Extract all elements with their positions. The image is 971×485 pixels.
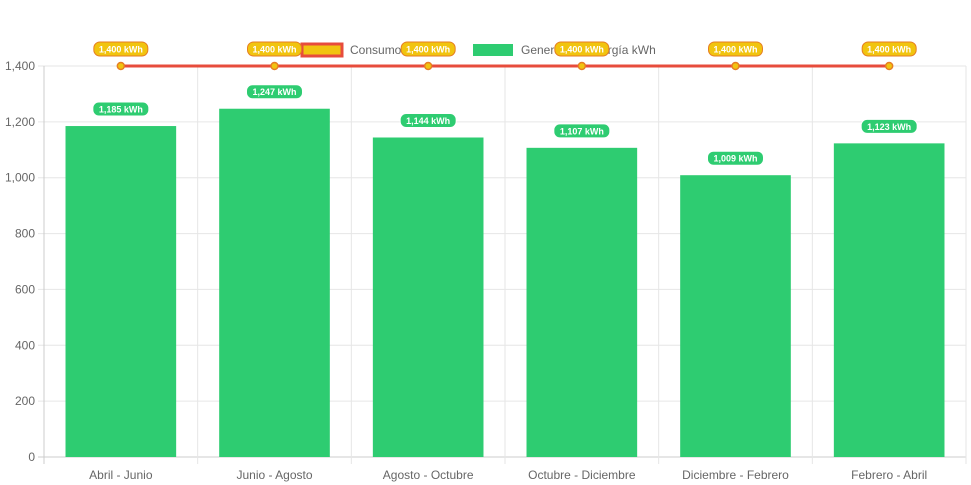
consumption-point: [423, 61, 433, 71]
generation-data-label-text: 1,185 kWh: [99, 105, 143, 115]
generation-data-label-text: 1,123 kWh: [867, 122, 911, 132]
consumption-data-label-bg: [400, 41, 456, 57]
x-tick-label: Octubre - Diciembre: [528, 468, 636, 482]
grid-lines: [38, 65, 967, 464]
consumption-data-label: 1,400 kWh: [554, 41, 610, 57]
y-tick-label: 600: [15, 282, 35, 296]
generation-bar: [833, 143, 945, 458]
generation-data-label-bg: [553, 123, 611, 139]
generation-data-label-bg: [92, 101, 150, 117]
generation-bar: [65, 126, 177, 458]
legend-swatch-consumo: [300, 42, 344, 58]
consumption-data-label-text: 1,400 kWh: [99, 45, 143, 55]
consumption-point: [884, 61, 894, 71]
generation-data-label: 1,247 kWh: [246, 84, 303, 100]
generation-data-label-bg: [707, 150, 764, 166]
generation-bar: [680, 175, 791, 457]
generation-data-label: 1,144 kWh: [399, 112, 457, 128]
generation-bar: [526, 147, 638, 457]
consumption-data-label: 1,400 kWh: [247, 41, 302, 57]
generation-data-label-text: 1,009 kWh: [713, 154, 757, 164]
x-tick-label: Agosto - Octubre: [383, 468, 474, 482]
generation-data-label-text: 1,144 kWh: [406, 116, 450, 126]
generation-bar: [372, 137, 484, 458]
consumption-data-label-bg: [708, 41, 763, 57]
consumption-data-label-bg: [861, 41, 917, 57]
y-tick-label: 1,400: [5, 59, 35, 73]
consumption-data-label-bg: [247, 41, 302, 57]
generation-data-label-text: 1,107 kWh: [560, 126, 604, 136]
y-tick-label: 1,000: [5, 171, 35, 185]
consumption-data-label-text: 1,400 kWh: [867, 45, 911, 55]
x-tick-label: Febrero - Abril: [851, 468, 927, 482]
generation-data-label-bg: [860, 118, 918, 134]
x-tick-label: Abril - Junio: [89, 468, 153, 482]
consumption-data-label: 1,400 kWh: [861, 41, 917, 57]
legend-swatch-generacion: [473, 44, 513, 56]
generation-data-label-bg: [246, 84, 303, 100]
generation-data-label: 1,185 kWh: [92, 101, 150, 117]
consumption-point: [731, 61, 740, 71]
consumption-point: [270, 61, 279, 71]
generation-data-label: 1,107 kWh: [553, 123, 611, 139]
y-tick-label: 800: [15, 227, 35, 241]
consumption-labels: 1,400 kWh 1,400 kWh 1,400 kWh 1,400 kWh 1,40…: [93, 41, 917, 57]
consumption-data-label-text: 1,400 kWh: [252, 45, 296, 55]
consumption-point: [577, 61, 587, 71]
consumption-data-label-bg: [554, 41, 610, 57]
generation-data-label-text: 1,247 kWh: [252, 87, 296, 97]
y-tick-label: 1,200: [5, 115, 35, 129]
bar-series: [65, 108, 945, 458]
consumption-data-label-text: 1,400 kWh: [713, 45, 757, 55]
y-tick-label: 0: [28, 450, 35, 464]
consumption-data-label-text: 1,400 kWh: [406, 45, 450, 55]
consumption-data-label: 1,400 kWh: [400, 41, 456, 57]
consumption-data-label-text: 1,400 kWh: [560, 45, 604, 55]
consumption-data-label-bg: [93, 41, 149, 57]
x-tick-label: Junio - Agosto: [236, 468, 312, 482]
generation-bar: [219, 108, 330, 457]
consumption-point: [116, 61, 126, 71]
y-tick-label: 400: [15, 338, 35, 352]
axes: 0 200 400 600 800 1,000 1,200 1,400 Abril - Juni…: [5, 59, 927, 482]
generation-data-label: 1,123 kWh: [860, 118, 918, 134]
generation-data-label-bg: [399, 112, 457, 128]
consumption-data-label: 1,400 kWh: [708, 41, 763, 57]
data-labels: 1,185 kWh 1,247 kWh 1,144 kWh 1,107 kWh 1,00…: [92, 84, 918, 166]
consumption-data-label: 1,400 kWh: [93, 41, 149, 57]
generation-data-label: 1,009 kWh: [707, 150, 764, 166]
line-series: [116, 61, 894, 71]
x-tick-label: Diciembre - Febrero: [682, 468, 789, 482]
y-tick-label: 200: [15, 394, 35, 408]
